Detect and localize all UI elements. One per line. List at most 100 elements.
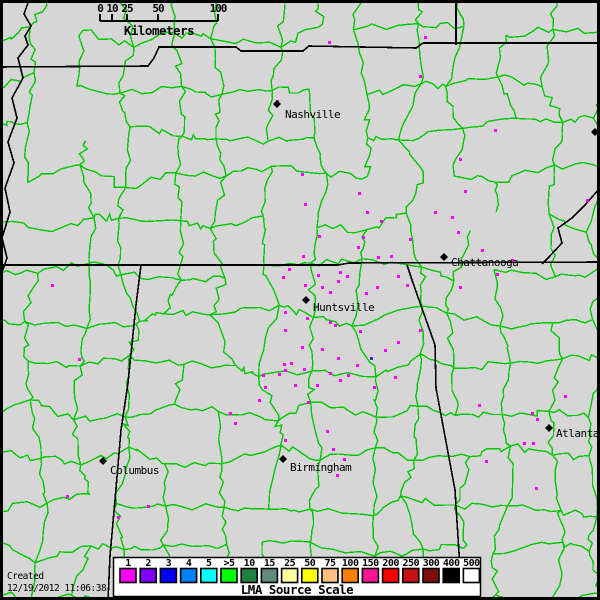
county-line xyxy=(181,275,226,283)
county-line xyxy=(209,278,227,316)
lma-source-dot xyxy=(317,274,320,277)
distance-scale-bar: 0 10 25 50 100 Kilometers xyxy=(97,2,228,38)
county-line xyxy=(421,266,455,282)
lma-source-dot xyxy=(284,311,287,314)
lma-source-dot xyxy=(78,358,81,361)
county-line xyxy=(452,128,466,177)
county-line xyxy=(78,464,91,495)
legend-value-label: 500 xyxy=(463,558,480,569)
county-line xyxy=(494,181,500,213)
legend-value-label: 100 xyxy=(342,558,359,569)
legend-value-label: 300 xyxy=(423,558,440,569)
county-line xyxy=(548,358,564,412)
county-line xyxy=(180,220,211,231)
county-line xyxy=(351,305,423,327)
county-line xyxy=(215,138,227,177)
lma-source-dot xyxy=(390,255,393,258)
county-line xyxy=(416,23,425,84)
county-line xyxy=(445,76,499,88)
county-line xyxy=(118,92,131,128)
county-line xyxy=(310,227,318,264)
county-line xyxy=(312,369,376,378)
county-line xyxy=(263,262,311,267)
county-line xyxy=(117,187,127,219)
county-line xyxy=(587,516,598,552)
county-line xyxy=(0,319,26,326)
county-line xyxy=(418,306,425,355)
lma-source-dot xyxy=(326,430,329,433)
lma-source-dot xyxy=(302,255,305,258)
county-line xyxy=(214,93,223,139)
city-marker-icon xyxy=(273,100,281,108)
lma-source-dot xyxy=(328,41,331,44)
county-line xyxy=(373,495,402,517)
county-line xyxy=(46,492,91,504)
county-line xyxy=(29,399,43,459)
county-line xyxy=(116,502,166,509)
lma-source-dot xyxy=(321,286,324,289)
lma-source-dot xyxy=(532,442,535,445)
county-line xyxy=(124,355,131,418)
county-line xyxy=(360,229,368,259)
city-birmingham: Birmingham xyxy=(279,455,353,474)
county-line xyxy=(469,445,511,458)
legend-swatch xyxy=(139,567,157,584)
county-line xyxy=(551,122,564,166)
county-line xyxy=(72,365,84,420)
legend-value-label: 250 xyxy=(403,558,420,569)
lma-source-dot xyxy=(334,324,337,327)
lma-source-dot xyxy=(304,203,307,206)
county-line xyxy=(0,399,31,414)
lma-source-dot xyxy=(409,238,412,241)
county-line xyxy=(548,213,587,233)
county-line xyxy=(373,416,379,449)
county-line xyxy=(209,0,218,39)
county-line xyxy=(128,446,165,465)
county-line xyxy=(170,32,183,87)
county-line xyxy=(418,21,465,30)
county-line xyxy=(162,463,169,507)
county-line xyxy=(90,542,125,551)
county-line xyxy=(308,317,315,371)
city-atlanta: Atlanta xyxy=(545,424,599,440)
lma-source-dot xyxy=(343,458,346,461)
legend-swatch xyxy=(179,567,198,584)
county-line xyxy=(500,363,512,415)
county-line xyxy=(181,133,217,141)
county-line xyxy=(122,416,131,448)
county-line xyxy=(372,447,378,516)
county-line xyxy=(499,325,512,364)
lma-source-dot xyxy=(494,129,497,132)
county-line xyxy=(73,413,126,422)
county-line xyxy=(405,212,423,268)
legend-swatch xyxy=(260,567,279,584)
legend-value-label: 50 xyxy=(304,558,316,569)
county-line xyxy=(351,325,377,378)
county-line xyxy=(0,120,28,127)
county-line xyxy=(309,507,374,517)
county-line xyxy=(363,137,372,177)
county-line xyxy=(280,444,321,461)
county-line xyxy=(26,72,37,123)
lma-source-dot xyxy=(278,373,281,376)
county-line xyxy=(88,261,122,277)
legend-value-label: 400 xyxy=(443,558,460,569)
city-label: Nashville xyxy=(285,108,340,121)
county-line xyxy=(120,271,182,281)
county-line xyxy=(23,122,31,183)
city-marker-icon xyxy=(545,424,553,432)
lma-source-dot xyxy=(362,236,365,239)
county-line xyxy=(0,500,48,513)
county-line xyxy=(367,135,399,142)
county-line xyxy=(267,136,314,143)
lma-source-dot xyxy=(337,357,340,360)
lma-source-dot xyxy=(419,329,422,332)
county-line xyxy=(497,76,517,119)
county-line xyxy=(552,452,589,461)
lma-source-dot xyxy=(459,158,462,161)
lma-source-dot xyxy=(329,291,332,294)
city-label: Atlanta xyxy=(556,427,599,440)
